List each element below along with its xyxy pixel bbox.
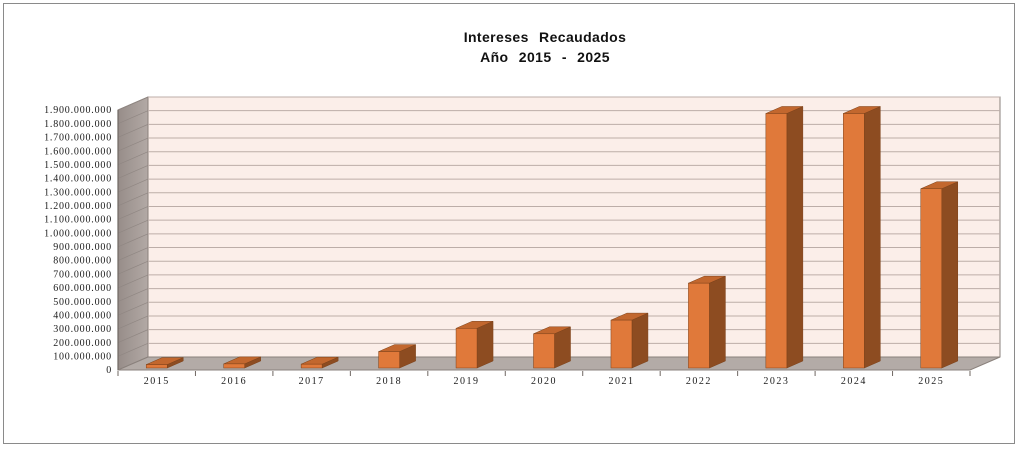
bar-side-face — [709, 275, 726, 369]
bar-2025 — [920, 181, 959, 369]
bar-2016 — [223, 356, 261, 369]
wall-tick-line — [117, 110, 149, 125]
y-axis-label: 1.400.000.000 — [44, 174, 112, 185]
bar-front-face — [688, 282, 710, 369]
wall-tick-line — [117, 124, 149, 138]
bar-side-face — [941, 181, 959, 369]
bar-2018 — [378, 344, 416, 369]
wall-tick-line — [117, 233, 149, 248]
wall-tick-line — [117, 342, 149, 357]
y-axis-label: 400.000.000 — [53, 310, 112, 321]
bar-front-face — [843, 113, 865, 369]
wall-tick-line — [117, 206, 149, 220]
bar-side-face — [864, 106, 881, 369]
wall-tick-line — [117, 260, 149, 275]
bar-front-face — [300, 363, 323, 369]
x-axis-label: 2019 — [454, 376, 480, 387]
y-axis-label: 1.900.000.000 — [44, 105, 112, 116]
x-axis-label: 2025 — [918, 376, 944, 387]
wall-tick-line — [117, 192, 149, 207]
bar-2020 — [533, 326, 571, 369]
y-axis-label: 1.600.000.000 — [44, 146, 112, 157]
bar-front-face — [610, 319, 633, 369]
wall-tick-line — [117, 288, 149, 302]
wall-tick-line — [117, 219, 149, 234]
y-axis-label: 800.000.000 — [53, 256, 112, 267]
chart-title: Intereses Recaudados Año 2015 - 2025 — [464, 27, 627, 67]
x-axis-label: 2020 — [531, 376, 557, 387]
wall-tick-line — [117, 178, 149, 193]
bar-side-face — [476, 320, 494, 369]
x-axis-label: 2018 — [376, 376, 402, 387]
wall-tick-line — [117, 96, 149, 111]
chart-title-line2: Año 2015 - 2025 — [480, 49, 610, 65]
bar-front-face — [223, 363, 245, 369]
wall-tick-line — [117, 247, 149, 261]
bar-2023 — [765, 106, 804, 369]
x-axis-label: 2023 — [763, 376, 789, 387]
bar-2022 — [688, 275, 726, 369]
bar-2015 — [145, 357, 184, 369]
bar-2024 — [843, 106, 881, 369]
bar-front-face — [455, 328, 478, 369]
wall-tick-line — [117, 137, 149, 152]
y-axis-label: 0 — [106, 365, 112, 376]
y-axis-label: 300.000.000 — [53, 324, 112, 335]
bar-front-face — [765, 113, 788, 369]
bar-2017 — [300, 356, 339, 369]
wall-tick-line — [117, 151, 149, 166]
bar-side-face — [786, 106, 804, 369]
bar-front-face — [920, 188, 943, 369]
x-axis-label: 2017 — [299, 376, 325, 387]
y-axis-label: 100.000.000 — [53, 352, 112, 363]
wall-tick-line — [117, 315, 149, 330]
bar-front-face — [145, 364, 168, 369]
x-axis-label: 2022 — [686, 376, 712, 387]
y-axis-label: 1.300.000.000 — [44, 187, 112, 198]
bar-2021 — [610, 312, 649, 369]
y-axis-label: 200.000.000 — [53, 338, 112, 349]
bar-side-face — [631, 312, 649, 369]
y-axis-label: 1.100.000.000 — [44, 215, 112, 226]
x-axis-label: 2016 — [221, 376, 247, 387]
y-axis-label: 1.800.000.000 — [44, 119, 112, 130]
bar-front-face — [378, 351, 400, 369]
x-axis-label: 2021 — [608, 376, 634, 387]
y-axis-label: 500.000.000 — [53, 297, 112, 308]
wall-tick-line — [117, 329, 149, 343]
y-axis-label: 900.000.000 — [53, 242, 112, 253]
y-axis-label: 1.700.000.000 — [44, 133, 112, 144]
chart-title-line1: Intereses Recaudados — [463, 29, 627, 45]
y-axis-label: 700.000.000 — [53, 269, 112, 280]
wall-tick-line — [117, 165, 149, 179]
wall-tick-line — [117, 274, 149, 289]
chart-left-wall — [117, 96, 149, 371]
bar-front-face — [533, 333, 555, 369]
x-axis-label: 2024 — [841, 376, 867, 387]
y-axis-label: 1.500.000.000 — [44, 160, 112, 171]
x-axis-label: 2015 — [144, 376, 170, 387]
bar-2019 — [455, 320, 494, 369]
y-axis-label: 600.000.000 — [53, 283, 112, 294]
y-axis-label: 1.200.000.000 — [44, 201, 112, 212]
wall-tick-line — [117, 301, 149, 316]
y-axis-label: 1.000.000.000 — [44, 228, 112, 239]
